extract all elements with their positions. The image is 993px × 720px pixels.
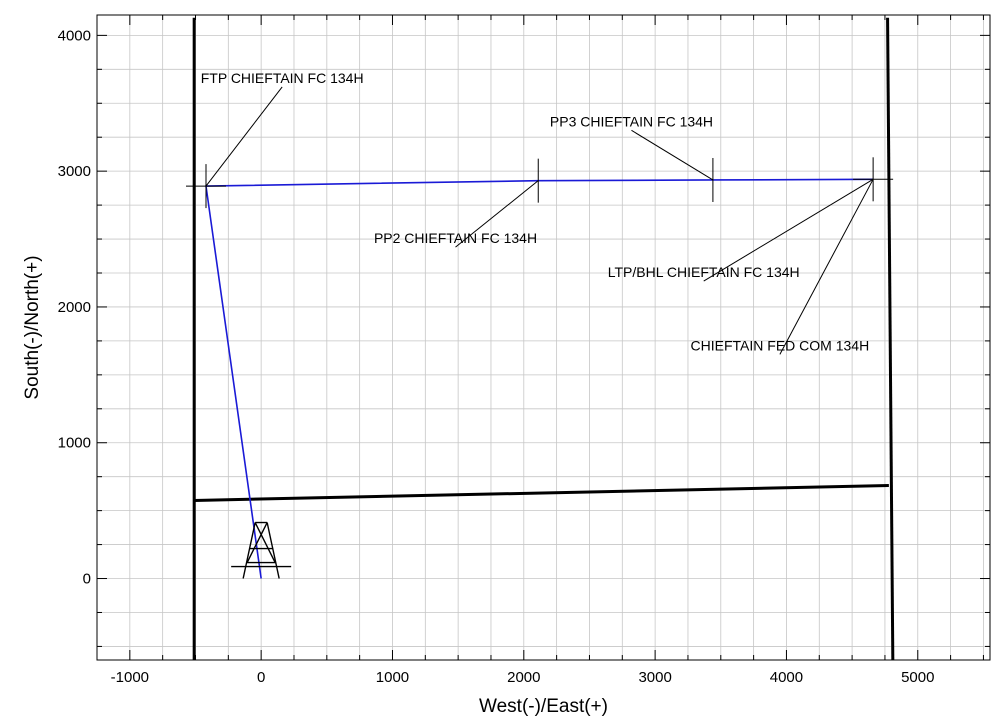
annotation-label: PP3 CHIEFTAIN FC 134H (550, 113, 713, 129)
axis-ticks (96, 15, 990, 660)
x-tick-label: 5000 (901, 669, 934, 686)
x-tick-label: 1000 (376, 669, 409, 686)
y-tick-label: 0 (83, 571, 91, 588)
y-tick-label: 4000 (58, 27, 91, 44)
annotation-label: PP2 CHIEFTAIN FC 134H (374, 230, 537, 246)
x-tick-label: 4000 (770, 669, 803, 686)
drilling-rig-icon (231, 521, 292, 579)
markers (231, 521, 292, 579)
annotation-label: LTP/BHL CHIEFTAIN FC 134H (608, 264, 800, 280)
annotation-leader (631, 129, 714, 181)
x-tick-label: 2000 (507, 669, 540, 686)
annotation-leader (455, 180, 539, 248)
rig-leg (266, 522, 280, 579)
y-tick-label: 2000 (58, 299, 91, 316)
annotation-leader (703, 178, 874, 282)
y-tick-label: 3000 (58, 163, 91, 180)
lease-line (886, 17, 895, 661)
x-axis-title: West(-)/East(+) (479, 696, 608, 717)
plot-frame (96, 14, 991, 661)
x-tick-label: -1000 (111, 669, 149, 686)
tick-labels: -1000 0 1000 2000 3000 4000 5000 0 1000 2000 3000 4… (58, 27, 935, 686)
annotations: FTP CHIEFTAIN FC 134H PP3 CHIEFTAIN FC 13… (201, 70, 874, 355)
grid (96, 15, 990, 660)
annotation-label: CHIEFTAIN FED COM 134H (691, 337, 870, 353)
lease-lines (192, 17, 895, 661)
x-tick-label: 0 (257, 669, 265, 686)
x-tick-label: 3000 (638, 669, 671, 686)
y-axis-title: South(-)/North(+) (22, 255, 43, 399)
lease-line (194, 484, 889, 502)
y-tick-label: 1000 (58, 435, 91, 452)
rig-brace (246, 522, 268, 563)
rig-brace (254, 522, 276, 563)
annotation-leader (205, 86, 283, 187)
series (185, 157, 894, 579)
annotation-label: FTP CHIEFTAIN FC 134H (201, 70, 364, 86)
annotation-leader (779, 179, 874, 355)
rig-leg (242, 522, 256, 579)
